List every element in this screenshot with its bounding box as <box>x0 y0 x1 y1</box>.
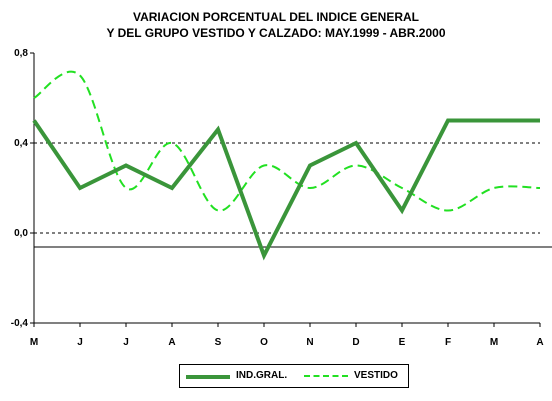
x-tick-label-11: A <box>536 337 543 348</box>
series-line-vestido <box>33 70 541 212</box>
legend: IND.GRAL. VESTIDO <box>179 364 409 388</box>
x-tick-label-2: J <box>123 337 129 348</box>
legend-label-vestido: VESTIDO <box>354 370 398 381</box>
chart-title: VARIACION PORCENTUAL DEL INDICE GENERAL <box>132 10 420 24</box>
x-tick-label-8: E <box>399 337 406 348</box>
x-tick-label-0: M <box>30 337 38 348</box>
y-tick-label-2: 0,4 <box>14 138 28 149</box>
legend-label-ind-gral: IND.GRAL. <box>236 370 288 381</box>
x-tick-label-9: F <box>445 337 451 348</box>
series-line-ind-gral <box>32 118 540 261</box>
x-tick-label-7: D <box>352 337 359 348</box>
x-tick-label-10: M <box>490 337 498 348</box>
chart-subtitle: Y DEL GRUPO VESTIDO Y CALZADO: MAY.1999 … <box>106 26 446 40</box>
x-tick-label-1: J <box>77 337 83 348</box>
x-tick-label-3: A <box>168 337 175 348</box>
y-tick-label-3: 0,8 <box>14 48 28 59</box>
legend-swatch-ind-gral <box>186 375 230 379</box>
x-tick-label-5: O <box>260 337 268 348</box>
legend-swatch-vestido <box>304 375 348 377</box>
x-tick-label-4: S <box>215 337 222 348</box>
y-tick-label-1: 0,0 <box>14 228 28 239</box>
y-tick-label-0: -0,4 <box>11 318 29 329</box>
x-tick-label-6: N <box>306 337 313 348</box>
